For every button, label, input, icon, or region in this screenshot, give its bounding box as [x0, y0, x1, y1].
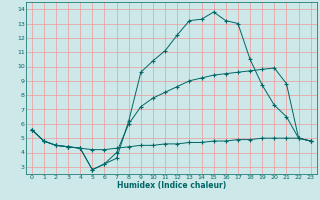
- X-axis label: Humidex (Indice chaleur): Humidex (Indice chaleur): [116, 181, 226, 190]
